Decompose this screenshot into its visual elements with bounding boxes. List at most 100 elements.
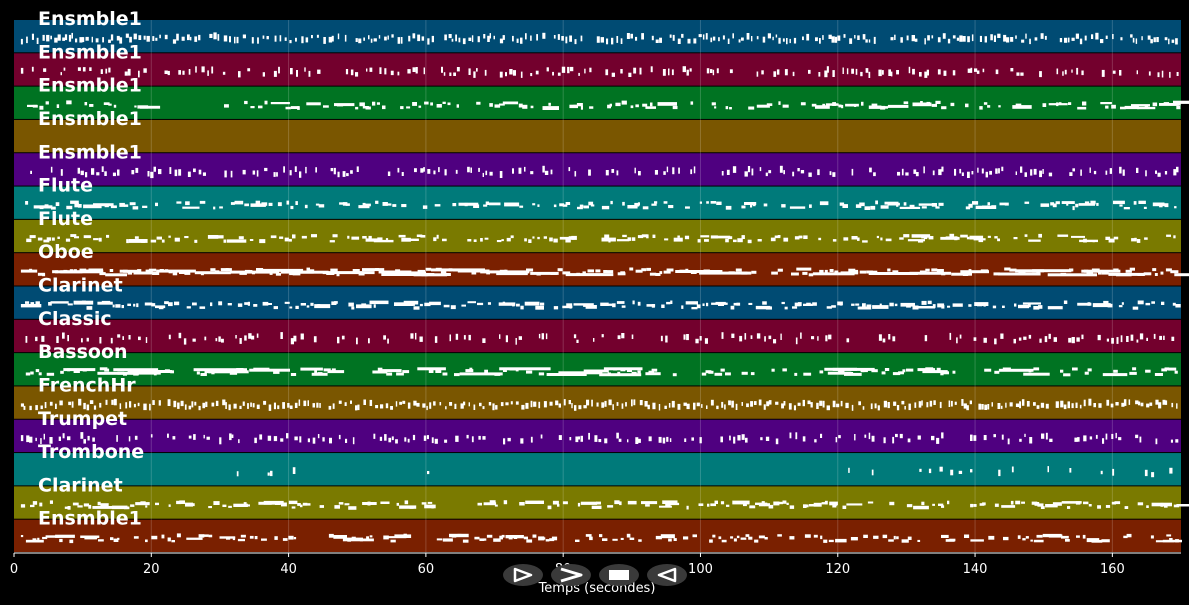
note-event [929, 400, 933, 407]
note-event [427, 471, 430, 475]
note-event [819, 38, 821, 44]
track-lane-background [14, 519, 1181, 552]
note-event [435, 370, 442, 373]
note-event [1092, 303, 1111, 308]
play-reverse-button[interactable] [647, 564, 687, 586]
note-event [1015, 103, 1022, 107]
note-event [369, 300, 389, 305]
note-event [205, 401, 208, 407]
note-event [1155, 438, 1158, 445]
note-event [1119, 70, 1122, 76]
note-event [940, 236, 960, 240]
note-event [413, 306, 420, 310]
note-event [314, 370, 317, 374]
note-event [753, 401, 757, 405]
note-event [66, 205, 73, 210]
note-event [236, 471, 239, 477]
note-event [1029, 38, 1031, 45]
note-event [782, 500, 787, 504]
note-event [896, 70, 899, 75]
note-event [77, 67, 81, 71]
note-event [20, 38, 23, 45]
note-event [576, 103, 583, 107]
note-event [222, 399, 226, 406]
note-event [548, 102, 551, 106]
note-event [158, 400, 161, 406]
note-event [173, 400, 177, 408]
note-event [506, 237, 511, 242]
note-event [525, 33, 527, 40]
note-event [599, 534, 603, 538]
note-event [300, 504, 303, 508]
note-events [26, 233, 1176, 244]
note-event [1162, 399, 1166, 405]
note-event [814, 439, 817, 443]
note-event [669, 34, 672, 38]
note-event [81, 300, 86, 304]
note-event [1170, 270, 1179, 274]
note-event [1075, 203, 1079, 208]
note-event [20, 269, 38, 273]
note-event [831, 305, 836, 308]
next-button[interactable] [551, 564, 591, 586]
note-event [334, 505, 340, 509]
note-event [249, 368, 290, 372]
note-event [294, 436, 298, 441]
note-event [470, 167, 472, 173]
note-event [892, 336, 896, 342]
track-label: Ensmble1 [38, 508, 142, 530]
note-event [137, 269, 142, 273]
note-event [927, 300, 932, 305]
note-event [406, 106, 411, 109]
note-event [1037, 503, 1044, 507]
note-event [43, 239, 50, 243]
note-event [615, 102, 621, 107]
note-event [748, 106, 755, 110]
note-event [30, 371, 34, 375]
note-event [836, 403, 840, 408]
note-event [1129, 267, 1135, 271]
track-lane [14, 286, 1181, 319]
note-event [621, 100, 627, 105]
note-event [1164, 367, 1170, 371]
note-event [545, 333, 548, 340]
note-event [756, 36, 759, 40]
play-forward-button[interactable] [503, 564, 543, 586]
note-event [637, 202, 640, 206]
note-event [906, 305, 911, 308]
note-event [1155, 170, 1157, 174]
note-event [888, 334, 891, 340]
note-event [546, 67, 549, 72]
note-event [49, 500, 53, 504]
note-event [568, 400, 571, 405]
note-event [800, 170, 805, 174]
note-event [434, 438, 438, 444]
note-event [390, 539, 396, 543]
note-event [451, 38, 454, 42]
note-event [409, 505, 414, 509]
note-event [851, 168, 854, 176]
note-event [620, 271, 625, 275]
note-event [404, 500, 409, 505]
note-event [1118, 437, 1122, 441]
note-event [293, 537, 297, 540]
note-event [699, 271, 752, 275]
stop-button[interactable] [599, 564, 639, 586]
note-event [949, 332, 952, 340]
note-event [20, 504, 26, 508]
note-event [574, 405, 577, 411]
note-event [741, 37, 744, 41]
note-event [936, 367, 941, 371]
note-event [987, 202, 990, 206]
note-event [336, 273, 340, 277]
note-event [968, 304, 972, 307]
control-background [551, 564, 591, 586]
note-event [1102, 373, 1128, 377]
note-event [156, 269, 196, 273]
note-event [32, 501, 38, 505]
note-event [229, 36, 231, 43]
note-event [368, 338, 370, 344]
note-event [137, 402, 140, 407]
note-event [565, 36, 568, 44]
note-event [736, 535, 740, 539]
